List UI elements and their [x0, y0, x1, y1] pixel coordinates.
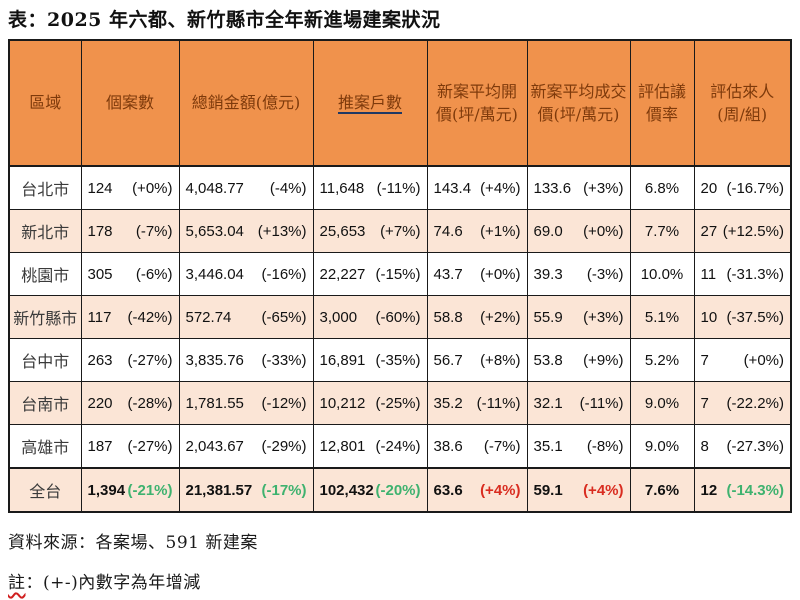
year-change-note: 註：(+-)內數字為年增減	[8, 568, 800, 593]
table-row: 新竹縣市 117 (-42%) 572.74 (-65%) 3,000 (-60%) 58.8…	[8, 295, 792, 339]
data-cell: 263 (-27%)	[80, 338, 180, 382]
data-cell: 102,432 (-20%)	[312, 467, 428, 513]
region-cell: 台中市	[8, 338, 82, 382]
data-cell: 12,801 (-24%)	[312, 424, 428, 469]
region-cell: 新竹縣市	[8, 295, 82, 339]
data-cell: 20 (-16.7%)	[693, 165, 792, 210]
data-cell: 143.4 (+4%)	[426, 165, 528, 210]
data-cell: 59.1 (+4%)	[526, 467, 631, 513]
note-prefix: 註	[8, 573, 26, 593]
data-cell: 178 (-7%)	[80, 209, 180, 253]
column-header-4: 新案平均開價(坪/萬元)	[426, 39, 528, 167]
data-cell: 133.6 (+3%)	[526, 165, 631, 210]
region-cell: 全台	[8, 467, 82, 513]
data-cell: 5.2%	[629, 338, 695, 382]
data-cell: 16,891 (-35%)	[312, 338, 428, 382]
table-header: 區域 個案數 總銷金額(億元) 推案戶數 新案平均開價(坪/萬元) 新案平均成交價(坪/萬…	[8, 39, 792, 167]
data-cell: 572.74 (-65%)	[178, 295, 314, 339]
region-cell: 高雄市	[8, 424, 82, 469]
column-header-1: 個案數	[80, 39, 180, 167]
data-cell: 11 (-31.3%)	[693, 252, 792, 296]
table-title: 表：2025 年六都、新竹縣市全年新進場建案狀況	[8, 9, 441, 31]
data-cell: 8 (-27.3%)	[693, 424, 792, 469]
column-header-0: 區域	[8, 39, 82, 167]
data-cell: 10,212 (-25%)	[312, 381, 428, 425]
data-cell: 12 (-14.3%)	[693, 467, 792, 513]
source-note: 資料來源：各案場、591 新建案	[8, 533, 258, 553]
data-cell: 38.6 (-7%)	[426, 424, 528, 469]
table-row: 台北市 124 (+0%) 4,048.77 (-4%) 11,648 (-11%) 143.…	[8, 165, 792, 210]
data-cell: 63.6 (+4%)	[426, 467, 528, 513]
data-cell: 1,781.55 (-12%)	[178, 381, 314, 425]
note-text: ：(+-)內數字為年增減	[25, 573, 201, 593]
data-cell: 3,000 (-60%)	[312, 295, 428, 339]
data-cell: 32.1 (-11%)	[526, 381, 631, 425]
data-cell: 5,653.04 (+13%)	[178, 209, 314, 253]
data-cell: 2,043.67 (-29%)	[178, 424, 314, 469]
table-body: 台北市 124 (+0%) 4,048.77 (-4%) 11,648 (-11%) 143.…	[8, 165, 792, 513]
data-cell: 9.0%	[629, 381, 695, 425]
table-row: 台中市 263 (-27%) 3,835.76 (-33%) 16,891 (-35%) 56…	[8, 338, 792, 382]
data-cell: 220 (-28%)	[80, 381, 180, 425]
data-cell: 11,648 (-11%)	[312, 165, 428, 210]
data-cell: 117 (-42%)	[80, 295, 180, 339]
data-cell: 35.1 (-8%)	[526, 424, 631, 469]
data-cell: 6.8%	[629, 165, 695, 210]
data-cell: 7 (-22.2%)	[693, 381, 792, 425]
column-header-2: 總銷金額(億元)	[178, 39, 314, 167]
data-cell: 25,653 (+7%)	[312, 209, 428, 253]
region-cell: 台南市	[8, 381, 82, 425]
data-cell: 22,227 (-15%)	[312, 252, 428, 296]
data-cell: 35.2 (-11%)	[426, 381, 528, 425]
data-cell: 3,446.04 (-16%)	[178, 252, 314, 296]
table-row: 新北市 178 (-7%) 5,653.04 (+13%) 25,653 (+7%) 74.6…	[8, 209, 792, 253]
data-cell: 305 (-6%)	[80, 252, 180, 296]
data-cell: 55.9 (+3%)	[526, 295, 631, 339]
data-cell: 1,394 (-21%)	[80, 467, 180, 513]
data-cell: 43.7 (+0%)	[426, 252, 528, 296]
region-cell: 台北市	[8, 165, 82, 210]
column-header-3: 推案戶數	[312, 39, 428, 167]
data-cell: 27 (+12.5%)	[693, 209, 792, 253]
column-header-7: 評估來人 (周/組)	[693, 39, 792, 167]
data-cell: 69.0 (+0%)	[526, 209, 631, 253]
data-cell: 187 (-27%)	[80, 424, 180, 469]
data-cell: 53.8 (+9%)	[526, 338, 631, 382]
data-cell: 3,835.76 (-33%)	[178, 338, 314, 382]
header-row: 區域 個案數 總銷金額(億元) 推案戶數 新案平均開價(坪/萬元) 新案平均成交價(坪/萬…	[8, 39, 792, 167]
table-row: 台南市 220 (-28%) 1,781.55 (-12%) 10,212 (-25%) 35…	[8, 381, 792, 425]
data-cell: 39.3 (-3%)	[526, 252, 631, 296]
data-cell: 5.1%	[629, 295, 695, 339]
data-cell: 124 (+0%)	[80, 165, 180, 210]
data-cell: 21,381.57 (-17%)	[178, 467, 314, 513]
column-header-6: 評估議價率	[629, 39, 695, 167]
data-cell: 10.0%	[629, 252, 695, 296]
data-cell: 74.6 (+1%)	[426, 209, 528, 253]
column-header-5: 新案平均成交價(坪/萬元)	[526, 39, 631, 167]
table-row: 桃園市 305 (-6%) 3,446.04 (-16%) 22,227 (-15%) 43.…	[8, 252, 792, 296]
table-row: 全台 1,394 (-21%) 21,381.57 (-17%) 102,432 (-20%…	[8, 467, 792, 513]
table-row: 高雄市 187 (-27%) 2,043.67 (-29%) 12,801 (-24%) 38…	[8, 424, 792, 469]
housing-data-table: 區域 個案數 總銷金額(億元) 推案戶數 新案平均開價(坪/萬元) 新案平均成交價(坪/萬…	[8, 39, 792, 513]
data-cell: 58.8 (+2%)	[426, 295, 528, 339]
region-cell: 桃園市	[8, 252, 82, 296]
data-cell: 7.7%	[629, 209, 695, 253]
data-cell: 7.6%	[629, 467, 695, 513]
data-cell: 7 (+0%)	[693, 338, 792, 382]
data-cell: 10 (-37.5%)	[693, 295, 792, 339]
data-cell: 4,048.77 (-4%)	[178, 165, 314, 210]
data-cell: 9.0%	[629, 424, 695, 469]
region-cell: 新北市	[8, 209, 82, 253]
data-cell: 56.7 (+8%)	[426, 338, 528, 382]
